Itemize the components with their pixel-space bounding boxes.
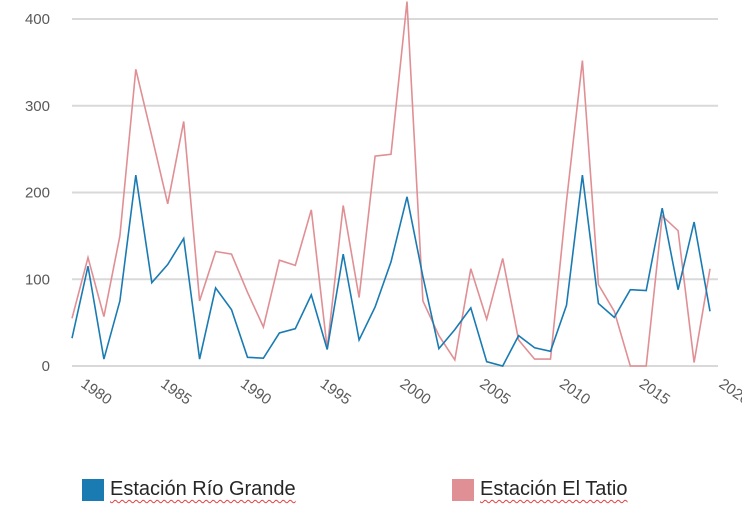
x-tick-label: 2015 [636,375,673,408]
y-tick-label: 200 [25,185,50,202]
legend-label-el-tatio: Estación El Tatio [480,478,628,500]
legend-swatch-rio-grande [82,478,104,501]
line-chart: 0 100 200 300 400 1980 1985 1990 1995 2000 2005 20… [25,1,742,408]
x-tick-label: 2000 [397,375,434,408]
y-tick-label: 0 [42,358,50,375]
y-tick-label: 300 [25,98,50,115]
legend-item-rio-grande: Estación Río Grande [82,478,296,501]
y-axis-ticks: 0 100 200 300 400 [25,11,50,375]
x-tick-label: 1985 [157,375,194,408]
legend-swatch-el-tatio [452,478,474,501]
series-line-el-tatio [71,1,711,367]
x-tick-label: 2020 [716,375,742,408]
y-tick-label: 400 [25,11,50,28]
x-tick-label: 1990 [237,375,274,408]
legend-label-rio-grande: Estación Río Grande [110,478,296,500]
legend-item-el-tatio: Estación El Tatio [452,478,628,501]
x-tick-label: 1980 [78,375,115,408]
series-line-rio-grande [71,174,711,367]
x-axis-ticks: 1980 1985 1990 1995 2000 2005 2010 2015 2020 [78,375,742,408]
x-tick-label: 2010 [556,375,593,408]
series-lines [71,1,711,367]
x-tick-label: 1995 [317,375,354,408]
y-tick-label: 100 [25,271,50,288]
gridlines [72,18,718,367]
x-tick-label: 2005 [476,375,513,408]
